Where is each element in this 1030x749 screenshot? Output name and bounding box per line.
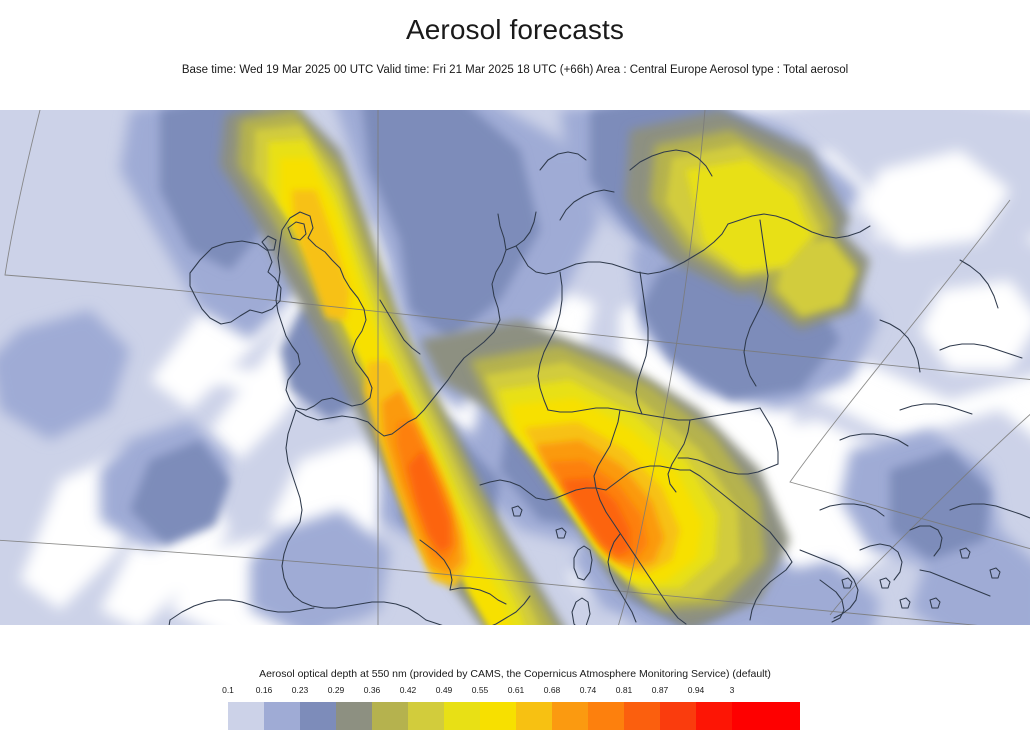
colorbar-tick-label: 0.1	[222, 685, 234, 695]
colorbar-tick-label: 3	[729, 685, 735, 695]
colorbar-tick-label: 0.36	[363, 685, 381, 695]
colorbar-swatches[interactable]	[228, 702, 800, 730]
coastlines-and-borders	[168, 149, 1030, 625]
page-title: Aerosol forecasts	[405, 14, 625, 45]
colorbar-tick-label: 0.81	[615, 685, 633, 695]
header: Aerosol forecasts Base time: Wed 19 Mar …	[0, 0, 1030, 110]
colorbar-caption: Aerosol optical depth at 550 nm (provide…	[259, 668, 771, 680]
colorbar-tick-label: 0.61	[507, 685, 525, 695]
aerosol-field-layer	[0, 110, 1030, 625]
colorbar-tick-label: 0.74	[579, 685, 597, 695]
map-canvas	[0, 110, 1030, 625]
colorbar-swatch[interactable]	[588, 702, 624, 730]
colorbar-swatch[interactable]	[336, 702, 372, 730]
colorbar-swatch[interactable]	[228, 702, 264, 730]
colorbar-tick-label: 0.23	[291, 685, 309, 695]
colorbar-tick-label: 0.68	[543, 685, 561, 695]
forecast-metadata-subtitle: Base time: Wed 19 Mar 2025 00 UTC Valid …	[181, 64, 849, 76]
colorbar-swatch[interactable]	[372, 702, 408, 730]
colorbar-tick-label: 0.16	[255, 685, 273, 695]
colorbar-swatch[interactable]	[480, 702, 516, 730]
colorbar-swatch[interactable]	[660, 702, 696, 730]
colorbar-swatch[interactable]	[264, 702, 300, 730]
colorbar-swatch[interactable]	[516, 702, 552, 730]
colorbar-swatch[interactable]	[732, 702, 800, 730]
colorbar-tick-label: 0.87	[651, 685, 669, 695]
colorbar-tick-label: 0.94	[687, 685, 705, 695]
colorbar-tick-label: 0.42	[399, 685, 417, 695]
colorbar-swatch[interactable]	[696, 702, 732, 730]
colorbar-tick-labels: 0.1 0.16 0.23 0.29 0.36 0.42 0.49 0.55 0.61 0.68 0…	[222, 685, 800, 699]
colorbar-swatch[interactable]	[300, 702, 336, 730]
colorbar-tick-label: 0.55	[471, 685, 489, 695]
colorbar-swatch[interactable]	[408, 702, 444, 730]
colorbar-legend: Aerosol optical depth at 550 nm (provide…	[0, 625, 1030, 749]
colorbar-swatch[interactable]	[552, 702, 588, 730]
aerosol-forecast-map[interactable]	[0, 110, 1030, 625]
colorbar-tick-label: 0.29	[327, 685, 345, 695]
colorbar-swatch[interactable]	[624, 702, 660, 730]
colorbar-tick-label: 0.49	[435, 685, 453, 695]
colorbar-swatch[interactable]	[444, 702, 480, 730]
